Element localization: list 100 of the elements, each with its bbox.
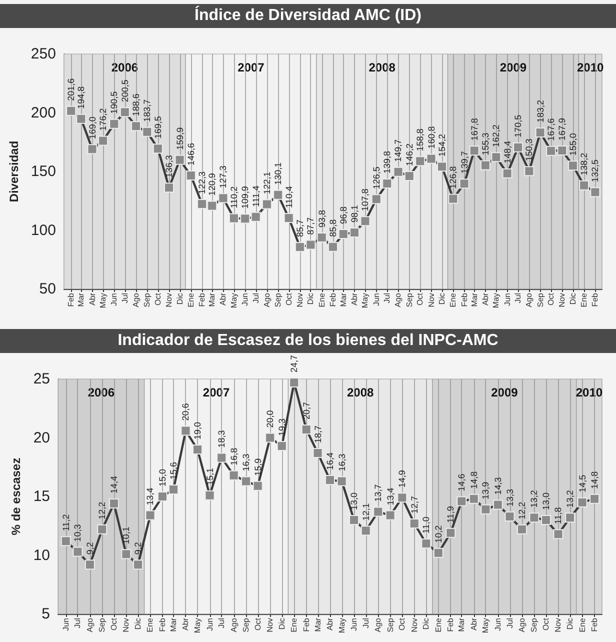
- x-tick-label: Ene: [434, 617, 443, 632]
- data-label: 14,4: [108, 476, 119, 494]
- x-tick-label: Ene: [578, 617, 587, 632]
- x-tick-label: Ago: [524, 292, 534, 308]
- y-tick-label: 150: [30, 163, 56, 180]
- x-tick-label: Ago: [394, 292, 403, 308]
- x-tick-label: Nov: [410, 618, 419, 632]
- data-label: 19,0: [192, 422, 203, 440]
- data-label: 109,9: [240, 186, 250, 209]
- data-label: 167,6: [546, 118, 556, 141]
- x-tick-label: May: [193, 618, 202, 634]
- x-tick-label: Oct: [153, 292, 162, 306]
- y-axis-title: Diversidad: [7, 140, 21, 202]
- x-tick-label: Oct: [253, 617, 262, 630]
- data-label: 20,0: [265, 410, 276, 428]
- data-label: 194,8: [76, 86, 86, 109]
- x-tick-label: Nov: [295, 293, 304, 308]
- band-label: 2010: [576, 386, 603, 400]
- x-tick-label: Nov: [164, 293, 174, 308]
- x-tick-label: Abr: [469, 618, 478, 630]
- x-tick-label: Dic: [568, 293, 578, 305]
- x-tick-label: Jun: [372, 293, 381, 306]
- x-tick-label: Mar: [208, 292, 217, 307]
- data-label: 93,8: [316, 210, 327, 228]
- x-tick-label: Jul: [505, 618, 514, 628]
- x-tick-label: May: [229, 293, 238, 308]
- x-tick-label: May: [492, 293, 501, 308]
- data-label: 19,3: [276, 418, 287, 436]
- data-label: 159,9: [174, 127, 185, 150]
- band-label: 2009: [491, 386, 518, 400]
- band-label: 2008: [347, 386, 374, 400]
- data-label: 13,3: [504, 488, 515, 506]
- y-tick-label: 200: [30, 104, 56, 122]
- x-tick-label: Dic: [175, 293, 184, 305]
- data-label: 15,0: [157, 468, 168, 486]
- data-label: 111,4: [250, 186, 261, 207]
- band-label: 2006: [111, 60, 138, 75]
- data-label: 13,4: [385, 488, 396, 506]
- data-label: 20,6: [180, 403, 191, 421]
- data-label: 10,2: [433, 525, 444, 543]
- x-tick-label: Jun: [61, 618, 70, 631]
- data-label: 155,3: [480, 132, 490, 156]
- data-label: 122,1: [262, 172, 272, 194]
- x-tick-label: Ago: [85, 617, 94, 632]
- x-tick-label: Oct: [398, 617, 407, 630]
- x-tick-label: Jun: [240, 293, 250, 306]
- data-label: 167,8: [469, 118, 480, 141]
- y-tick-label: 15: [33, 488, 50, 505]
- data-label: 138,2: [579, 152, 590, 176]
- x-tick-label: Jun: [502, 293, 512, 306]
- data-label: 13,2: [565, 490, 576, 508]
- x-tick-label: Mar: [76, 292, 86, 307]
- data-label: 162,2: [491, 124, 502, 148]
- x-tick-label: Sep: [274, 292, 283, 308]
- y-tick-label: 250: [30, 46, 56, 62]
- data-label: 167,9: [557, 118, 568, 140]
- x-tick-label: Sep: [242, 617, 251, 632]
- x-tick-label: Mar: [457, 618, 466, 632]
- data-label: 146,6: [186, 142, 196, 166]
- data-label: 11,9: [446, 506, 456, 523]
- data-label: 14,3: [492, 477, 503, 495]
- x-tick-label: Jun: [493, 618, 502, 631]
- data-label: 169,5: [152, 116, 163, 139]
- y-axis-title: % de escasez: [9, 458, 23, 536]
- x-tick-label: Ene: [317, 292, 326, 308]
- x-tick-label: Dic: [422, 618, 431, 630]
- data-label: 13,9: [480, 482, 491, 500]
- data-label: 154,2: [437, 134, 448, 157]
- x-tick-label: Mar: [338, 292, 348, 307]
- data-label: 201,6: [66, 78, 76, 101]
- data-label: 11,0: [421, 516, 432, 534]
- data-label: 16,8: [228, 448, 239, 466]
- x-tick-label: Mar: [470, 292, 479, 307]
- data-label: 98,1: [349, 204, 360, 222]
- x-tick-label: Nov: [122, 618, 131, 632]
- data-label: 110,2: [228, 186, 239, 208]
- data-label: 158,8: [415, 128, 426, 152]
- band-label: 2008: [368, 60, 396, 75]
- x-tick-label: Nov: [554, 618, 563, 632]
- data-label: 110,4: [284, 186, 294, 208]
- data-label: 148,4: [502, 140, 512, 164]
- x-tick-label: Jun: [350, 618, 359, 631]
- x-tick-label: Abr: [326, 618, 334, 630]
- y-tick-label: 5: [42, 606, 50, 622]
- data-label: 155,0: [568, 133, 578, 156]
- y-tick-label: 10: [33, 546, 50, 564]
- data-label: 126,8: [448, 166, 458, 189]
- data-label: 15,9: [252, 458, 263, 476]
- data-label: 13,4: [145, 488, 156, 506]
- data-label: 14,6: [456, 474, 467, 492]
- x-tick-label: Dic: [306, 293, 316, 305]
- x-tick-label: Dic: [277, 618, 286, 630]
- x-tick-label: May: [98, 293, 108, 308]
- data-label: 132,5: [590, 160, 600, 182]
- x-tick-label: Jun: [110, 293, 119, 306]
- x-tick-label: Nov: [426, 293, 436, 308]
- data-label: 14,8: [590, 471, 600, 489]
- x-tick-label: May: [481, 618, 490, 634]
- data-label: 10,1: [121, 526, 132, 544]
- x-tick-label: Feb: [158, 617, 167, 632]
